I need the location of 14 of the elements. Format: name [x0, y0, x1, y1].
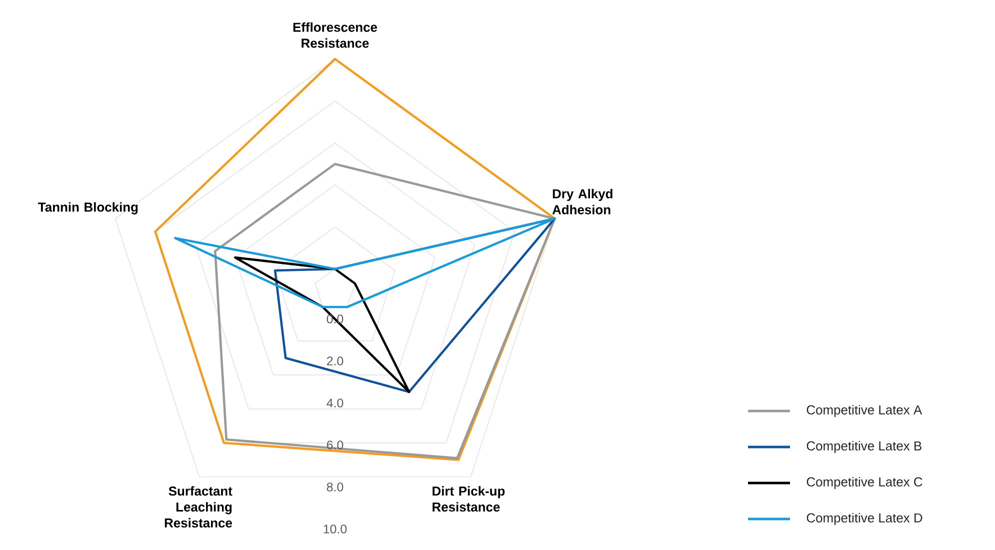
spoke-label: Dry Alkyd Adhesion [552, 188, 612, 214]
y-tick-label: 4.0 [326, 398, 344, 408]
y-tick-label: 6.0 [326, 440, 344, 450]
legend-label: Competitive Latex C [806, 476, 922, 490]
spoke-label: Efflorescence Resistance [293, 22, 378, 48]
y-tick-label: 8.0 [326, 482, 344, 492]
legend-label: Competitive Latex B [806, 440, 922, 454]
y-tick-label: 2.0 [326, 356, 344, 366]
legend-label: Competitive Latex A [806, 404, 922, 418]
spoke-label: Surfactant Leaching Resistance [164, 486, 232, 528]
spoke-label: Tannin Blocking [38, 202, 138, 214]
y-tick-label: 10.0 [324, 524, 347, 534]
spoke-label: Dirt Pick-up Resistance [432, 486, 505, 512]
legend-label: Competitive Latex D [806, 512, 922, 526]
